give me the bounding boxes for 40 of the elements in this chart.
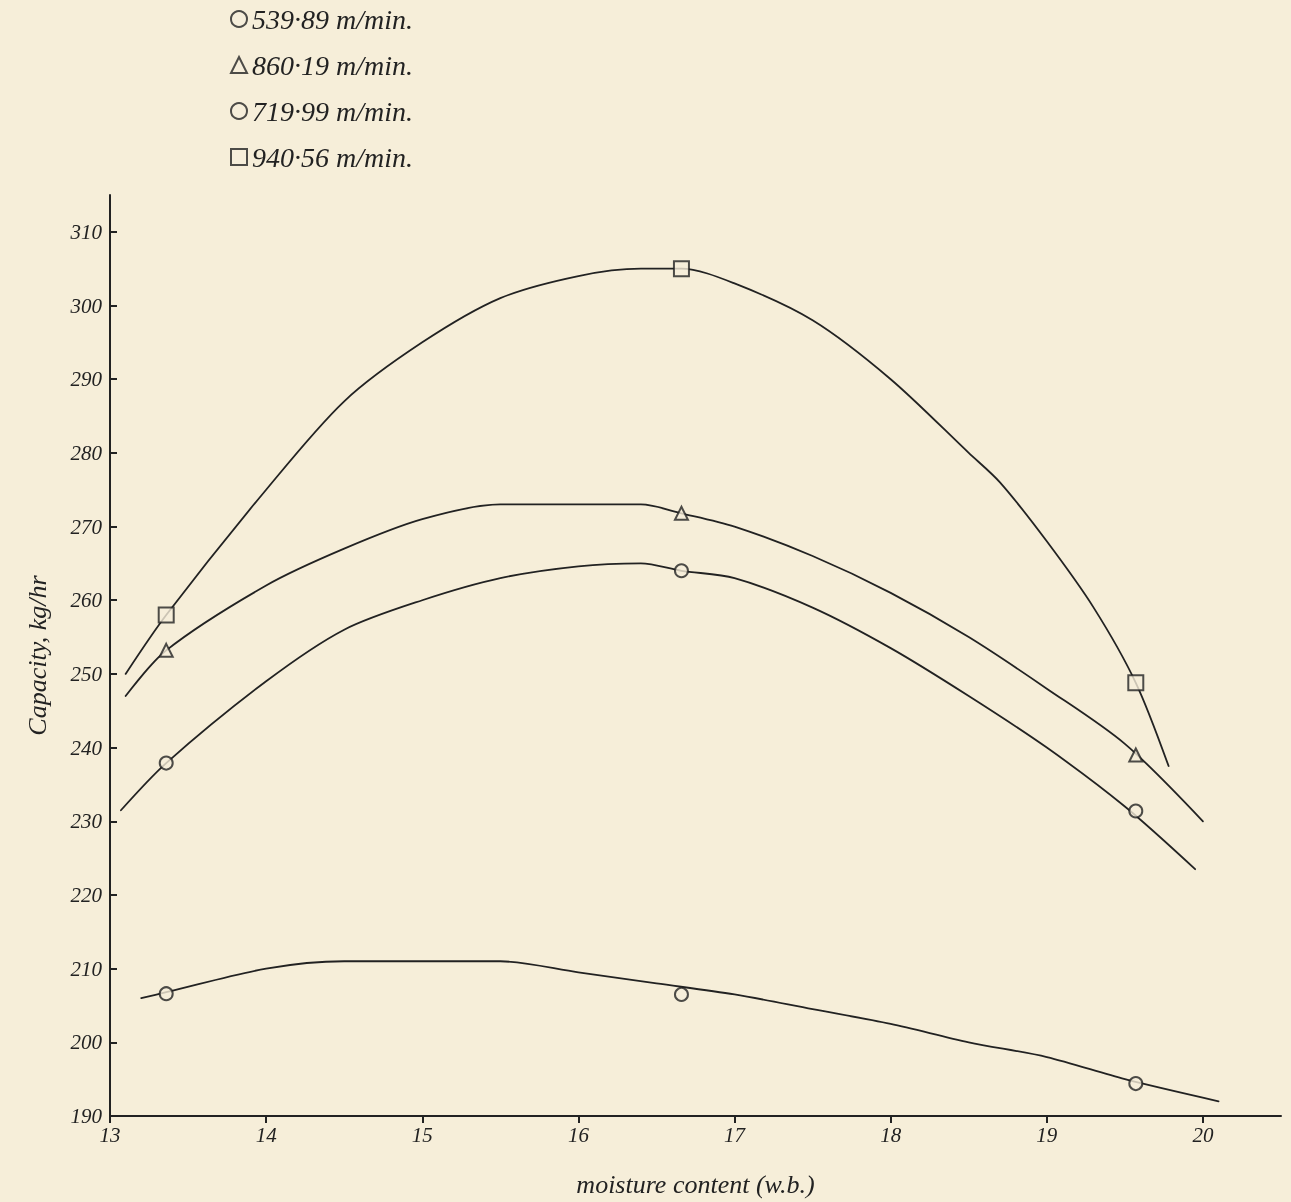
point — [1127, 674, 1145, 692]
y-tick-label: 220 — [70, 882, 103, 907]
y-tick-label: 270 — [70, 514, 103, 539]
point — [672, 260, 690, 278]
y-tick-label: 230 — [70, 809, 103, 834]
x-axis-title: moisture content (w.b.) — [576, 1169, 815, 1199]
x-tick-label: 17 — [724, 1122, 747, 1147]
point — [1128, 747, 1144, 763]
point — [157, 606, 175, 624]
point — [673, 563, 689, 579]
point — [158, 642, 174, 658]
x-tick-label: 15 — [411, 1122, 433, 1147]
line-series — [124, 503, 1204, 823]
y-tick-label: 200 — [70, 1030, 103, 1055]
y-tick-label: 210 — [70, 956, 103, 981]
line-series — [140, 960, 1220, 1103]
point — [158, 755, 174, 771]
y-tick-label: 290 — [70, 367, 103, 392]
legend-label: 940·56 m/min. — [252, 141, 413, 173]
line-series — [120, 562, 1197, 871]
point — [1128, 803, 1144, 819]
y-tick-label: 300 — [69, 293, 103, 318]
legend-label: 719·99 m/min. — [252, 95, 413, 127]
x-tick-label: 18 — [880, 1122, 902, 1147]
point — [673, 986, 689, 1002]
x-tick-label: 16 — [567, 1122, 590, 1147]
y-tick-label: 240 — [70, 735, 103, 760]
y-axis-title: Capacity, kg/hr — [22, 574, 52, 736]
x-tick-label: 19 — [1036, 1122, 1058, 1147]
y-tick-label: 260 — [70, 588, 103, 613]
point — [158, 986, 174, 1002]
point — [673, 505, 689, 521]
legend-label: 860·19 m/min. — [252, 49, 413, 81]
legend-label: 539·89 m/min. — [252, 3, 413, 35]
point — [1128, 1076, 1144, 1092]
y-tick-label: 250 — [70, 661, 103, 686]
x-tick-label: 20 — [1192, 1122, 1214, 1147]
y-tick-label: 280 — [70, 440, 103, 465]
x-tick-label: 14 — [255, 1122, 278, 1147]
y-tick-label: 310 — [69, 219, 103, 244]
